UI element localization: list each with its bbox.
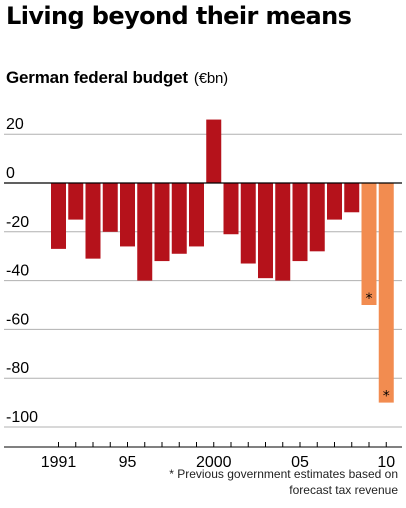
axes bbox=[4, 182, 402, 448]
bar bbox=[275, 183, 291, 281]
unit-label: (€bn) bbox=[193, 70, 228, 87]
bar bbox=[344, 183, 360, 213]
bar bbox=[223, 183, 239, 235]
estimate-bar bbox=[361, 183, 377, 305]
tick-labels: 20 0 -20 -40 -60 -80 -100 * * 1991 95 2000 05 10 bbox=[6, 116, 395, 471]
bars bbox=[51, 119, 394, 403]
y-tick-label: -40 bbox=[6, 263, 29, 280]
bar bbox=[171, 183, 187, 254]
bar bbox=[206, 119, 222, 183]
x-tick-label: 10 bbox=[377, 454, 395, 471]
bar bbox=[102, 183, 118, 232]
chart-title: Living beyond their means bbox=[6, 2, 352, 30]
x-tick-label: 05 bbox=[291, 454, 309, 471]
bar bbox=[240, 183, 256, 264]
chart-subtitle: German federal budget (€bn) bbox=[6, 68, 228, 88]
gridlines bbox=[4, 133, 402, 428]
x-tick-label: 2000 bbox=[196, 454, 232, 471]
estimate-marker: * bbox=[383, 389, 390, 405]
bar bbox=[137, 183, 153, 281]
y-tick-label: -80 bbox=[6, 360, 29, 377]
bar bbox=[68, 183, 84, 220]
bar bbox=[258, 183, 273, 279]
bar bbox=[154, 183, 170, 262]
x-tick-label: 95 bbox=[119, 454, 137, 471]
bar bbox=[189, 183, 204, 247]
bar bbox=[292, 183, 308, 262]
y-tick-label: -60 bbox=[6, 311, 29, 328]
subtitle-text: German federal budget bbox=[6, 68, 188, 87]
y-tick-label: -100 bbox=[6, 409, 38, 426]
estimate-marker: * bbox=[366, 291, 373, 307]
x-tick-label: 1991 bbox=[41, 454, 77, 471]
bar bbox=[120, 183, 135, 247]
y-tick-label: -20 bbox=[6, 214, 29, 231]
estimate-bar bbox=[378, 183, 394, 403]
bar bbox=[85, 183, 101, 259]
footnote: * Previous government estimates based on… bbox=[169, 467, 398, 497]
bar bbox=[51, 183, 66, 249]
y-tick-label: 20 bbox=[6, 116, 24, 133]
bar bbox=[309, 183, 325, 252]
bar bbox=[327, 183, 342, 220]
y-tick-label: 0 bbox=[6, 165, 15, 182]
